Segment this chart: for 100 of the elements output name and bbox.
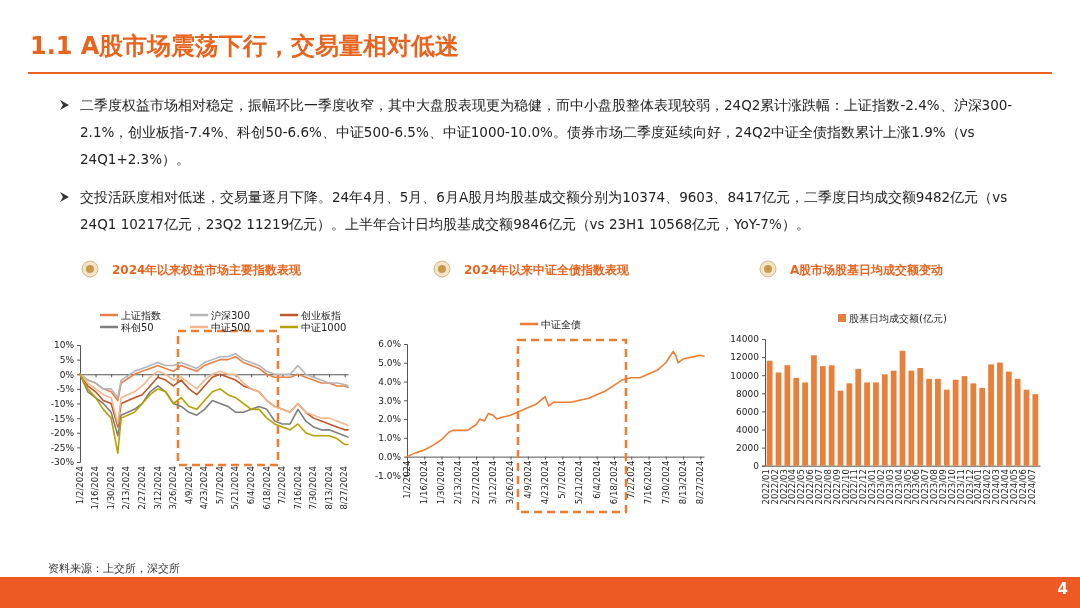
bar [1032,394,1039,466]
x-tick-label: 7/2/2024 [626,460,637,499]
x-tick-label: 2022/05 [796,469,807,505]
bar [766,360,773,466]
x-tick-label: 2023/07 [920,469,931,505]
legend-label: 中证1000 [301,321,347,333]
x-tick-label: 7/2/2024 [277,466,288,505]
legend-label: 沪深300 [211,309,251,321]
y-tick-label: -30% [50,457,75,468]
bar [890,370,897,466]
x-tick-label: 1/2/2024 [401,460,412,499]
x-tick-label: 2024/03 [991,469,1002,505]
x-tick-label: 2022/09 [831,469,842,505]
text: 资料来源：上交所，深交所 [48,561,180,576]
y-tick-label: 3.0% [378,395,402,406]
y-tick-label: 0.0% [378,452,402,463]
x-tick-label: 2023/05 [902,469,913,505]
x-tick-label: 3/26/2024 [168,466,179,510]
x-tick-label: 6/18/2024 [608,460,619,505]
bar [917,367,924,466]
x-tick-label: 3/12/2024 [487,460,498,505]
x-tick-label: 3/12/2024 [152,466,163,510]
y-tick-label: 2000 [736,442,760,453]
bar [855,368,862,466]
x-tick-label: 2/27/2024 [136,466,147,510]
text: 1.1 A股市场震荡下行，交易量相对低迷 [30,31,460,62]
bar [988,364,994,466]
x-tick-label: 4/23/2024 [199,466,210,510]
x-tick-label: 1/30/2024 [436,460,447,505]
y-tick-label: 2.0% [378,414,402,425]
legend-label: 创业板指 [301,309,341,321]
x-tick-label: 2023/12 [964,469,975,505]
legend-label: 中证500 [211,321,251,333]
bar [935,378,941,466]
x-tick-label: 2022/07 [813,469,824,505]
legend-label: 中证全债 [541,318,581,330]
y-tick-label: 14000 [730,334,760,345]
x-tick-label: 2/13/2024 [453,460,464,505]
x-tick-label: 2023/09 [937,469,948,505]
text: 二季度权益市场相对稳定，振幅环比一季度收窄，其中大盘股表现更为稳健，而中小盘股整体表现较弱，24Q2累计涨跌幅：上证指数-2.4%、沪深300-2.1%，创业板指-7.4%、科创50-6.6%、中证500-6.5%、中证1000-10.0%。债券市场二季度延续向好，24Q2中证全债指数累计上涨1.9%（vs 24Q1+2.3%）。 [80,96,1014,169]
bar [846,383,853,466]
x-tick-label: 2023/03 [884,469,895,505]
bar [793,377,800,466]
line-series [79,373,349,455]
x-tick-label: 5/21/2024 [230,466,241,510]
x-tick-label: 2023/06 [911,469,922,505]
legend-label: 科创50 [121,321,154,333]
x-tick-label: 7/30/2024 [660,460,671,505]
x-tick-label: 2022/02 [769,469,780,505]
y-tick-label: 10% [53,340,75,351]
y-tick-label: -20% [50,428,75,439]
x-tick-label: 2024/01 [973,469,984,505]
y-tick-label: 0 [753,461,760,472]
bar [784,365,791,466]
x-tick-label: 4/9/2024 [522,460,533,499]
x-tick-label: 2023/02 [875,469,886,505]
bar [943,389,950,466]
y-tick-label: 5% [59,355,75,366]
x-tick-label: 7/30/2024 [308,466,319,510]
y-tick-label: 6000 [736,406,760,417]
y-tick-label: -10% [50,398,75,409]
x-tick-label: 2022/08 [822,469,833,505]
bar [970,383,977,466]
y-tick-label: 12000 [730,352,760,363]
y-tick-label: -25% [50,442,75,453]
x-tick-label: 2024/04 [999,469,1010,505]
x-tick-label: 6/4/2024 [245,466,256,505]
x-tick-label: 2023/04 [893,469,904,505]
chart-title: A股市场股基日均成交额变动 [790,262,944,277]
chart-title: 2024年以来中证全债指数表现 [464,262,631,277]
x-tick-label: 5/21/2024 [574,460,585,505]
y-tick-label: -1.0% [374,470,402,481]
x-tick-label: 4/23/2024 [539,460,550,505]
x-tick-label: 8/27/2024 [339,466,350,510]
chart-title: 2024年以来权益市场主要指数表现 [112,262,303,277]
x-tick-label: 2022/03 [778,469,789,505]
bar [881,374,888,466]
x-tick-label: 2022/10 [840,469,851,505]
legend-label: 上证指数 [121,309,161,321]
x-tick-label: 6/4/2024 [591,460,602,499]
x-tick-label: 5/7/2024 [557,460,567,499]
bar [828,365,835,466]
x-tick-label: 8/27/2024 [695,460,706,505]
y-tick-label: 4000 [736,424,760,435]
bar [1005,371,1012,466]
bar [997,362,1003,466]
x-tick-label: 8/13/2024 [323,466,334,510]
x-tick-label: 7/16/2024 [643,460,654,505]
bar [1014,378,1021,466]
text: 交投活跃度相对低迷，交易量逐月下降。24年4月、5月、6月A股月均股基成交额分别为10374、9603、8417亿元，二季度日均成交额9482亿元（vs 24Q1 10217亿元，23Q2 11219亿元）。上半年合计日均股基成交额9846亿元（vs 23H1 10568亿元，YoY-7%）。 [80,188,1009,234]
x-tick-label: 1/30/2024 [105,466,116,510]
x-tick-label: 2022/04 [787,469,798,505]
bar [979,387,986,466]
bar [811,355,817,466]
y-tick-label: 5.0% [378,358,402,369]
bar [908,370,915,466]
x-tick-label: 2024/06 [1017,469,1028,505]
bar [926,378,932,466]
x-tick-label: 5/7/2024 [214,466,225,505]
bar [864,382,870,466]
